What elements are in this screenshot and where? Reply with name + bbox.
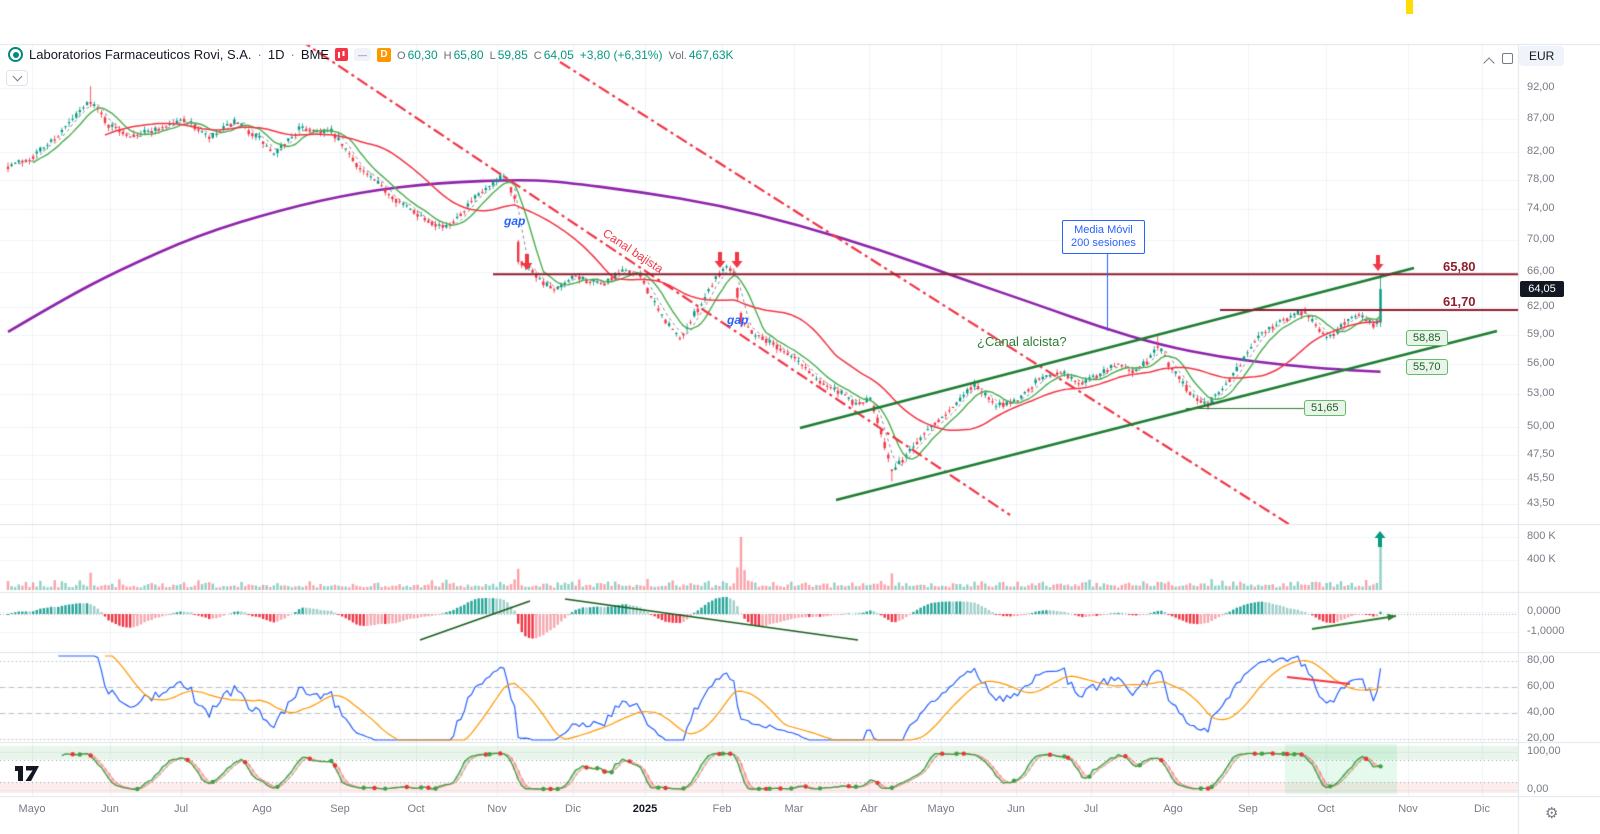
time-tick-label: Mayo xyxy=(18,803,46,815)
time-tick-label: Oct xyxy=(1317,803,1335,815)
legend-collapse-button[interactable] xyxy=(6,70,28,86)
last-price-badge: 64,05 xyxy=(1520,281,1564,298)
currency-label[interactable]: EUR xyxy=(1519,46,1565,66)
ma200-note-line1: Media Móvil xyxy=(1074,224,1133,236)
open-label: O xyxy=(397,49,406,62)
time-tick-label: Jul xyxy=(173,803,189,815)
axis-tick-label: 53,00 xyxy=(1527,387,1555,399)
time-tick-label: Jul xyxy=(1083,803,1099,815)
axis-tick-label: 50,00 xyxy=(1527,420,1555,432)
candles-glyph-icon xyxy=(338,51,345,58)
axis-tick-label: 47,50 xyxy=(1527,448,1555,460)
symbol-legend[interactable]: Laboratorios Farmaceuticos Rovi, S.A. · … xyxy=(8,47,734,62)
symbol-title[interactable]: Laboratorios Farmaceuticos Rovi, S.A. xyxy=(29,47,252,62)
axis-tick-label: 56,00 xyxy=(1527,357,1555,369)
axis-tick-label: 800 K xyxy=(1527,530,1556,542)
axis-tick-label: 45,50 xyxy=(1527,472,1555,484)
trendline-price-label[interactable]: 58,85 xyxy=(1406,330,1448,346)
low-label: L xyxy=(489,49,496,62)
time-tick-label: Oct xyxy=(407,803,425,815)
axis-tick-label: 74,00 xyxy=(1527,202,1555,214)
change-value: +3,80 (+6,31%) xyxy=(579,47,663,62)
axis-tick-label: 0,0000 xyxy=(1527,605,1561,617)
axis-tick-label: 0,00 xyxy=(1527,783,1549,795)
time-tick-label: Abr xyxy=(860,803,878,815)
low-value: 59,85 xyxy=(497,47,528,62)
resistance-price-label[interactable]: 61,70 xyxy=(1443,294,1476,309)
interval-d-badge[interactable]: D xyxy=(377,47,392,62)
legend-separator: · xyxy=(257,47,262,62)
time-tick-label: Sep xyxy=(1238,803,1258,815)
axis-tick-label: 70,00 xyxy=(1527,233,1555,245)
time-tick-label: Nov xyxy=(487,803,507,815)
gap-annotation[interactable]: gap xyxy=(727,313,749,327)
legend-separator-2: · xyxy=(290,47,295,62)
trendline-price-label[interactable]: 55,70 xyxy=(1406,359,1448,375)
tradingview-logo[interactable] xyxy=(14,763,42,785)
close-value: 64,05 xyxy=(543,47,574,62)
time-tick-label: 2025 xyxy=(632,803,658,815)
time-tick-label: Nov xyxy=(1398,803,1418,815)
axis-tick-label: 400 K xyxy=(1527,553,1556,565)
axis-tick-label: 40,00 xyxy=(1527,706,1555,718)
chart-style-icon[interactable] xyxy=(335,48,349,61)
ma200-note-line2: 200 sesiones xyxy=(1071,237,1136,249)
time-tick-label: Ago xyxy=(1163,803,1183,815)
support-price-label[interactable]: 51,65 xyxy=(1304,400,1346,416)
time-tick-label: Mar xyxy=(784,803,804,815)
time-tick-label: Jun xyxy=(1007,803,1025,815)
high-value: 65,80 xyxy=(453,47,484,62)
axis-tick-label: 60,00 xyxy=(1527,680,1555,692)
axis-tick-label: 92,00 xyxy=(1527,81,1555,93)
axis-tick-label: 78,00 xyxy=(1527,173,1555,185)
time-tick-label: Mayo xyxy=(927,803,955,815)
gap-annotation[interactable]: gap xyxy=(504,214,526,228)
open-value: 60,30 xyxy=(407,47,438,62)
high-label: H xyxy=(443,49,452,62)
volume-value: 467,63K xyxy=(688,47,734,62)
axis-tick-label: -1,0000 xyxy=(1527,625,1565,637)
yellow-marker xyxy=(1406,0,1413,14)
close-label: C xyxy=(533,49,542,62)
time-tick-label: Feb xyxy=(712,803,732,815)
time-tick-label: Ago xyxy=(252,803,272,815)
axis-tick-label: 87,00 xyxy=(1527,112,1555,124)
symbol-logo-icon xyxy=(8,47,23,62)
axis-tick-label: 59,00 xyxy=(1527,328,1555,340)
axis-tick-label: 43,50 xyxy=(1527,497,1555,509)
dash-icon[interactable]: — xyxy=(354,48,372,61)
resistance-price-label[interactable]: 65,80 xyxy=(1443,259,1476,274)
bull-channel-label[interactable]: ¿Canal alcista? xyxy=(977,334,1067,349)
ma200-note[interactable]: Media Móvil 200 sesiones xyxy=(1062,220,1145,254)
axis-tick-label: 62,00 xyxy=(1527,300,1555,312)
axis-tick-label: 82,00 xyxy=(1527,145,1555,157)
time-tick-label: Dic xyxy=(1474,803,1490,815)
time-tick-label: Dic xyxy=(565,803,581,815)
time-tick-label: Sep xyxy=(330,803,350,815)
settings-gear-icon[interactable]: ⚙ xyxy=(1545,805,1559,822)
exchange-label[interactable]: BME xyxy=(300,47,330,62)
axis-tick-label: 100,00 xyxy=(1527,745,1561,757)
time-tick-label: Jun xyxy=(101,803,119,815)
axis-tick-label: 66,00 xyxy=(1527,265,1555,277)
volume-label: Vol. xyxy=(668,49,687,62)
axis-tick-label: 20,00 xyxy=(1527,732,1555,744)
maximize-pane-icon[interactable] xyxy=(1502,53,1513,64)
collapse-pane-icon[interactable] xyxy=(1484,57,1494,65)
interval-label[interactable]: 1D xyxy=(267,47,285,62)
axis-tick-label: 80,00 xyxy=(1527,654,1555,666)
